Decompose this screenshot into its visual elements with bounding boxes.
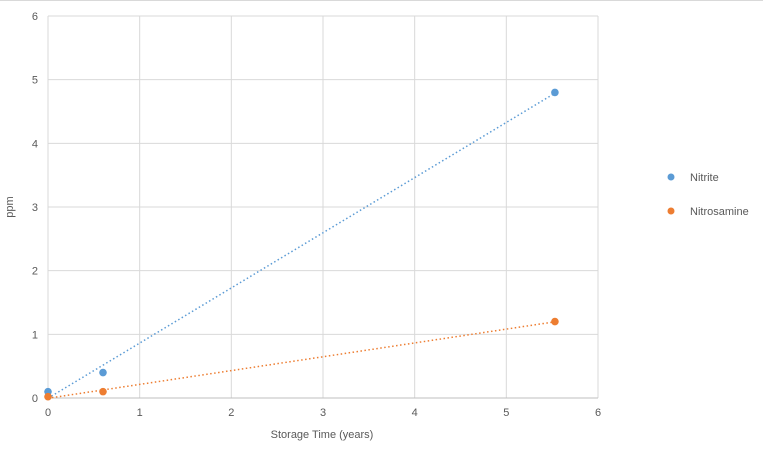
legend-label: Nitrite: [690, 172, 719, 184]
legend-marker-nitrite: [667, 173, 675, 181]
x-tick-label: 5: [503, 407, 509, 419]
x-tick-label: 3: [320, 407, 326, 419]
legend: Nitrite Nitrosamine: [667, 172, 749, 218]
x-tick-label: 4: [412, 407, 418, 419]
legend-marker-nitrosamine: [667, 207, 675, 215]
data-point-nitrite: [551, 88, 559, 97]
legend-label: Nitrosamine: [690, 206, 749, 218]
x-tick-label: 2: [228, 407, 234, 419]
x-axis-label: Storage Time (years): [271, 429, 374, 441]
y-tick-label: 3: [32, 202, 38, 214]
data-point-nitrosamine: [44, 392, 52, 401]
y-tick-label: 6: [32, 11, 38, 23]
y-tick-label: 2: [32, 266, 38, 278]
y-tick-label: 5: [32, 75, 38, 87]
y-tick-label: 0: [32, 393, 38, 405]
data-point-nitrosamine: [551, 317, 559, 326]
y-axis-label: ppm: [4, 196, 16, 217]
x-tick-label: 0: [45, 407, 51, 419]
trendline-nitrite: [47, 92, 556, 399]
x-tick-label: 1: [137, 407, 143, 419]
data-point-nitrite: [99, 368, 107, 377]
x-tick-label: 6: [595, 407, 601, 419]
trendline-nitrosamine: [47, 321, 556, 399]
y-tick-label: 1: [32, 329, 38, 341]
data-point-nitrosamine: [99, 387, 107, 396]
y-tick-label: 4: [32, 138, 38, 150]
